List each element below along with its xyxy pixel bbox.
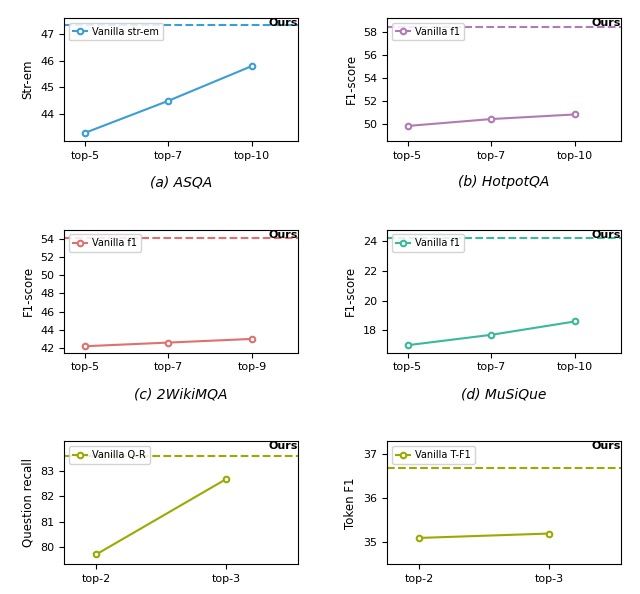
Text: (c) 2WikiMQA: (c) 2WikiMQA — [134, 387, 228, 401]
Y-axis label: F1-score: F1-score — [344, 266, 357, 316]
Line: Vanilla T-F1: Vanilla T-F1 — [417, 531, 552, 541]
Vanilla Q-R — [223, 475, 230, 482]
Vanilla f1 — [571, 111, 579, 118]
Vanilla f1 — [488, 331, 495, 339]
Legend: Vanilla f1: Vanilla f1 — [69, 235, 141, 252]
Y-axis label: F1-score: F1-score — [344, 54, 358, 105]
Vanilla Q-R — [93, 551, 100, 558]
Vanilla f1 — [164, 339, 172, 346]
Text: (b) HotpotQA: (b) HotpotQA — [458, 175, 550, 189]
Vanilla str-em — [248, 62, 256, 69]
Vanilla T-F1 — [545, 530, 553, 537]
Vanilla f1 — [81, 343, 89, 350]
Y-axis label: Str-em: Str-em — [22, 59, 35, 99]
Text: Ours: Ours — [269, 229, 298, 239]
Y-axis label: Question recall: Question recall — [22, 458, 35, 547]
Vanilla f1 — [404, 122, 412, 129]
Y-axis label: Token F1: Token F1 — [344, 477, 358, 529]
Legend: Vanilla str-em: Vanilla str-em — [69, 23, 163, 40]
Vanilla str-em — [164, 97, 172, 105]
Vanilla f1 — [488, 115, 495, 122]
Vanilla T-F1 — [415, 535, 423, 542]
Vanilla f1 — [404, 342, 412, 349]
Y-axis label: F1-score: F1-score — [22, 266, 35, 316]
Legend: Vanilla f1: Vanilla f1 — [392, 235, 464, 252]
Legend: Vanilla Q-R: Vanilla Q-R — [69, 446, 150, 464]
Legend: Vanilla f1: Vanilla f1 — [392, 23, 464, 40]
Line: Vanilla f1: Vanilla f1 — [405, 319, 578, 348]
Line: Vanilla str-em: Vanilla str-em — [82, 63, 255, 135]
Text: Ours: Ours — [269, 18, 298, 28]
Text: Ours: Ours — [269, 441, 298, 451]
Vanilla f1 — [571, 318, 579, 325]
Text: Ours: Ours — [591, 18, 621, 28]
Text: (a) ASQA: (a) ASQA — [150, 175, 212, 189]
Line: Vanilla Q-R: Vanilla Q-R — [93, 476, 229, 557]
Text: (d) MuSiQue: (d) MuSiQue — [461, 387, 547, 401]
Vanilla f1 — [248, 336, 256, 343]
Line: Vanilla f1: Vanilla f1 — [82, 336, 255, 349]
Text: Ours: Ours — [591, 229, 621, 239]
Line: Vanilla f1: Vanilla f1 — [405, 112, 578, 129]
Text: Ours: Ours — [591, 441, 621, 451]
Legend: Vanilla T-F1: Vanilla T-F1 — [392, 446, 475, 464]
Vanilla str-em — [81, 129, 89, 137]
